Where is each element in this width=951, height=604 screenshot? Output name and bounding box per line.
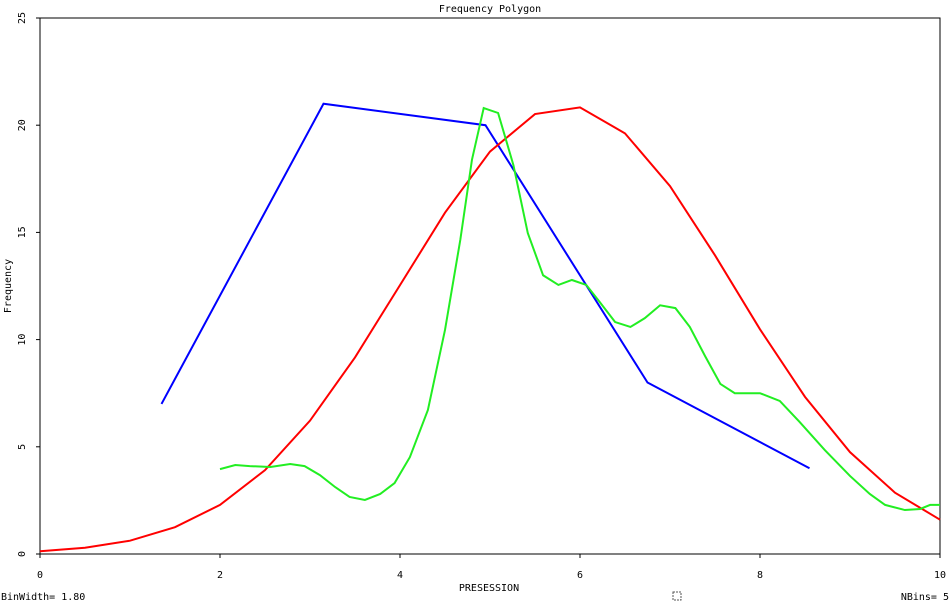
y-tick-label: 0 xyxy=(17,551,28,557)
y-tick-label: 20 xyxy=(17,119,28,131)
x-tick-label: 10 xyxy=(934,570,946,581)
x-tick-label: 8 xyxy=(757,570,763,581)
y-tick-label: 25 xyxy=(17,12,28,24)
y-tick-label: 15 xyxy=(17,226,28,238)
x-tick-label: 2 xyxy=(217,570,223,581)
series-line xyxy=(160,102,810,470)
x-tick-label: 6 xyxy=(577,570,583,581)
y-tick-label: 10 xyxy=(17,334,28,346)
x-axis-label: PRESESSION xyxy=(459,583,519,594)
x-tick-label: 4 xyxy=(397,570,403,581)
plot-frame xyxy=(39,17,941,555)
icon xyxy=(672,591,682,601)
series-line xyxy=(39,106,941,553)
footer-right: NBins= 5 xyxy=(901,592,949,603)
y-tick-label: 5 xyxy=(17,444,28,450)
y-axis-label: Frequency xyxy=(3,259,14,313)
footer-left: BinWidth= 1.80 xyxy=(1,592,85,603)
x-tick-label: 0 xyxy=(37,570,43,581)
chart-title: Frequency Polygon xyxy=(439,4,541,15)
series-line xyxy=(219,106,940,512)
